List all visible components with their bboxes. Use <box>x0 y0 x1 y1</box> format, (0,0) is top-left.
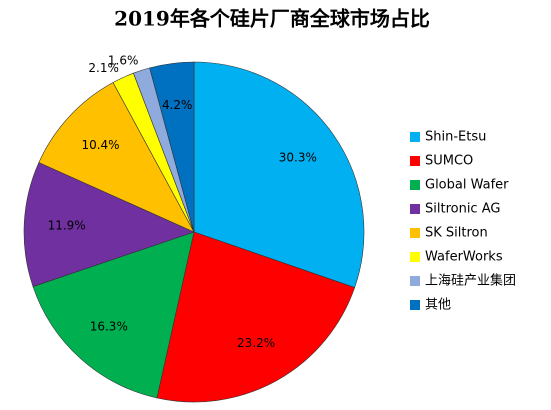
legend-swatch <box>410 300 420 310</box>
pie-slice <box>149 61 195 233</box>
legend-label: SK Siltron <box>425 226 488 241</box>
chart-title: 2019年各个硅片厂商全球市场占比 <box>114 7 430 31</box>
legend-swatch <box>410 228 420 238</box>
pie-slice <box>193 61 365 288</box>
pie-slice <box>156 231 356 403</box>
legend-swatch <box>410 276 420 286</box>
legend-swatch <box>410 252 420 262</box>
data-label: 1.6% <box>108 53 139 67</box>
data-label: 11.9% <box>48 218 86 232</box>
pie-slice <box>38 82 195 233</box>
legend-swatch <box>410 204 420 214</box>
data-label: 10.4% <box>81 138 119 152</box>
legend-label: WaferWorks <box>425 250 503 265</box>
pie-slice <box>23 162 195 287</box>
legend-swatch <box>410 132 420 142</box>
data-label: 23.2% <box>237 336 275 350</box>
data-label: 16.3% <box>90 319 128 333</box>
legend-label: Global Wafer <box>425 178 509 193</box>
data-label: 4.2% <box>162 98 193 112</box>
legend-swatch <box>410 156 420 166</box>
legend-label: 其他 <box>425 298 451 313</box>
data-label: 2.1% <box>88 61 119 75</box>
legend-label: Shin-Etsu <box>425 130 486 145</box>
pie-slice <box>32 231 195 399</box>
data-label: 30.3% <box>279 151 317 165</box>
legend-label: SUMCO <box>425 154 473 169</box>
legend-swatch <box>410 180 420 190</box>
legend-label: Siltronic AG <box>425 202 500 217</box>
legend-label: 上海硅产业集团 <box>425 273 516 289</box>
